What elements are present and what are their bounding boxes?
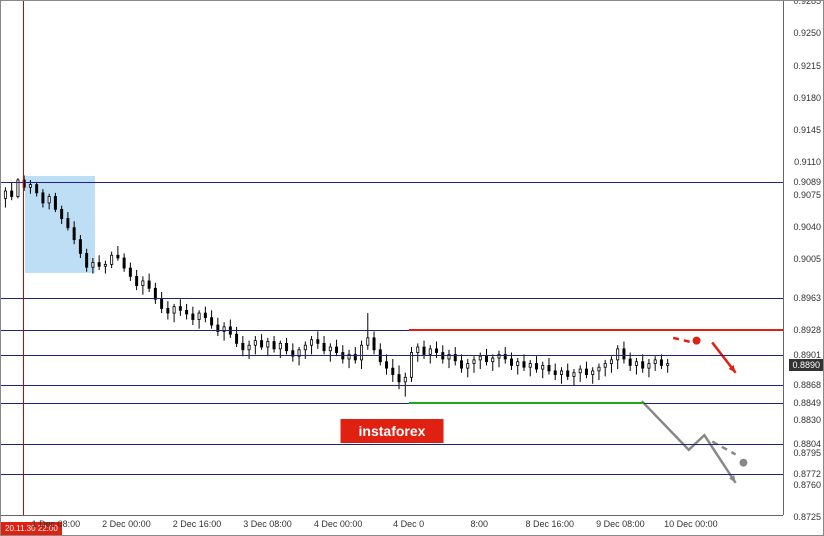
x-tick-label: 1 Dec 08:00 xyxy=(32,519,81,529)
y-axis: 0.87250.87600.87950.88300.88680.89010.89… xyxy=(783,1,823,515)
y-tick-label: 0.9215 xyxy=(793,61,821,71)
y-tick-label: 0.9180 xyxy=(793,93,821,103)
y-tick-label: 0.9285 xyxy=(793,0,821,6)
x-axis: 20.11.30 22:00 1 Dec 08:002 Dec 00:002 D… xyxy=(1,515,783,535)
horizontal-level-line xyxy=(1,298,783,299)
y-tick-label: 0.9075 xyxy=(793,190,821,200)
horizontal-level-line xyxy=(1,444,783,445)
y-tick-label: 0.8760 xyxy=(793,480,821,490)
y-tick-label: 0.8830 xyxy=(793,415,821,425)
x-tick-label: 4 Dec 0 xyxy=(393,519,424,529)
y-tick-label: 0.9250 xyxy=(793,28,821,38)
x-tick-label: 8 Dec 16:00 xyxy=(526,519,575,529)
horizontal-level-line xyxy=(1,403,783,404)
y-tick-label: 0.8725 xyxy=(793,512,821,522)
y-tick-label: 0.9110 xyxy=(794,157,821,167)
forex-chart: instaforex 0.87250.87600.87950.88300.886… xyxy=(0,0,824,536)
range-segment-line xyxy=(409,329,785,331)
horizontal-level-line xyxy=(1,355,783,356)
x-tick-label: 4 Dec 00:00 xyxy=(314,519,363,529)
watermark-logo: instaforex xyxy=(341,419,444,443)
x-tick-label: 3 Dec 08:00 xyxy=(243,519,292,529)
horizontal-level-line xyxy=(1,385,783,386)
plot-area[interactable]: instaforex xyxy=(1,1,783,515)
x-tick-label: 2 Dec 00:00 xyxy=(102,519,151,529)
y-tick-label: 0.8963 xyxy=(793,293,821,303)
x-tick-label: 9 Dec 08:00 xyxy=(596,519,645,529)
y-level-label: 0.8928 xyxy=(793,325,821,335)
y-tick-label: 0.9145 xyxy=(793,125,821,135)
y-tick-label: 0.8868 xyxy=(793,380,821,390)
x-tick-label: 10 Dec 00:00 xyxy=(664,519,718,529)
y-tick-label: 0.9005 xyxy=(793,254,821,264)
horizontal-level-line xyxy=(1,182,783,183)
horizontal-level-line xyxy=(1,474,783,475)
y-level-label: 0.9089 xyxy=(793,177,821,187)
y-tick-label: 0.9040 xyxy=(793,222,821,232)
y-level-label: 0.8772 xyxy=(793,469,821,479)
x-tick-label: 8:00 xyxy=(470,519,488,529)
range-segment-line xyxy=(409,402,644,404)
session-start-vline xyxy=(23,1,24,515)
y-level-label: 0.8804 xyxy=(793,439,821,449)
current-price-badge: 0.8890 xyxy=(789,359,823,371)
y-level-label: 0.8849 xyxy=(793,398,821,408)
x-tick-label: 2 Dec 16:00 xyxy=(173,519,222,529)
